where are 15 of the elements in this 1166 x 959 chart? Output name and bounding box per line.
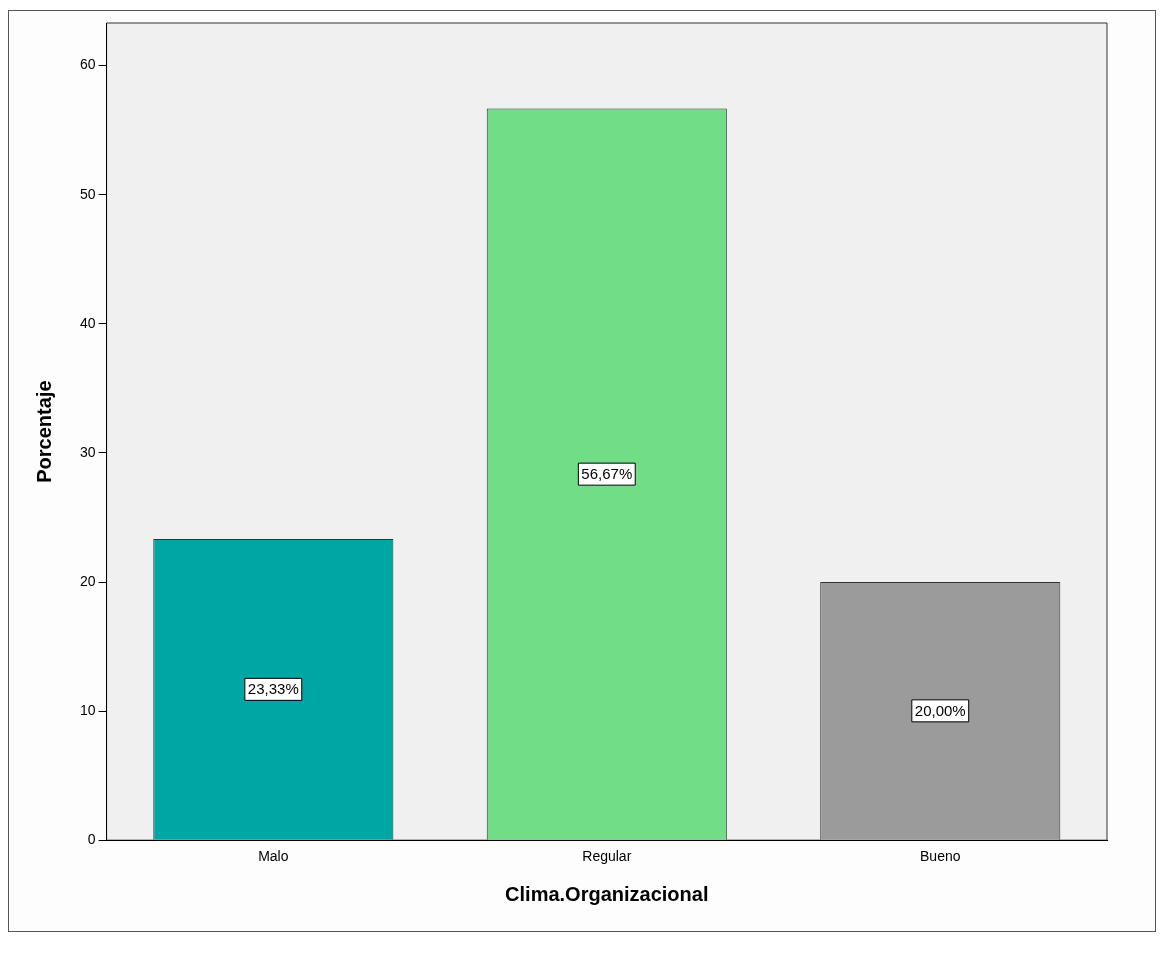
x-tick-label: Bueno [920, 848, 961, 865]
data-label: 23,33% [247, 680, 299, 698]
y-axis-title: Porcentaje [32, 380, 55, 483]
data-label: 56,67% [581, 465, 633, 483]
y-tick-label: 40 [79, 314, 96, 331]
y-tick-label: 10 [79, 701, 96, 718]
y-tick-label: 30 [79, 443, 96, 460]
x-tick-label: Regular [582, 848, 632, 865]
y-tick-label: 20 [79, 572, 96, 589]
data-label: 20,00% [914, 701, 966, 719]
x-tick-label: Malo [258, 848, 289, 865]
y-tick-label: 50 [79, 185, 96, 202]
y-tick-label: 0 [87, 831, 96, 848]
x-axis-title: Clima.Organizacional [505, 882, 709, 905]
y-tick-label: 60 [79, 56, 96, 73]
